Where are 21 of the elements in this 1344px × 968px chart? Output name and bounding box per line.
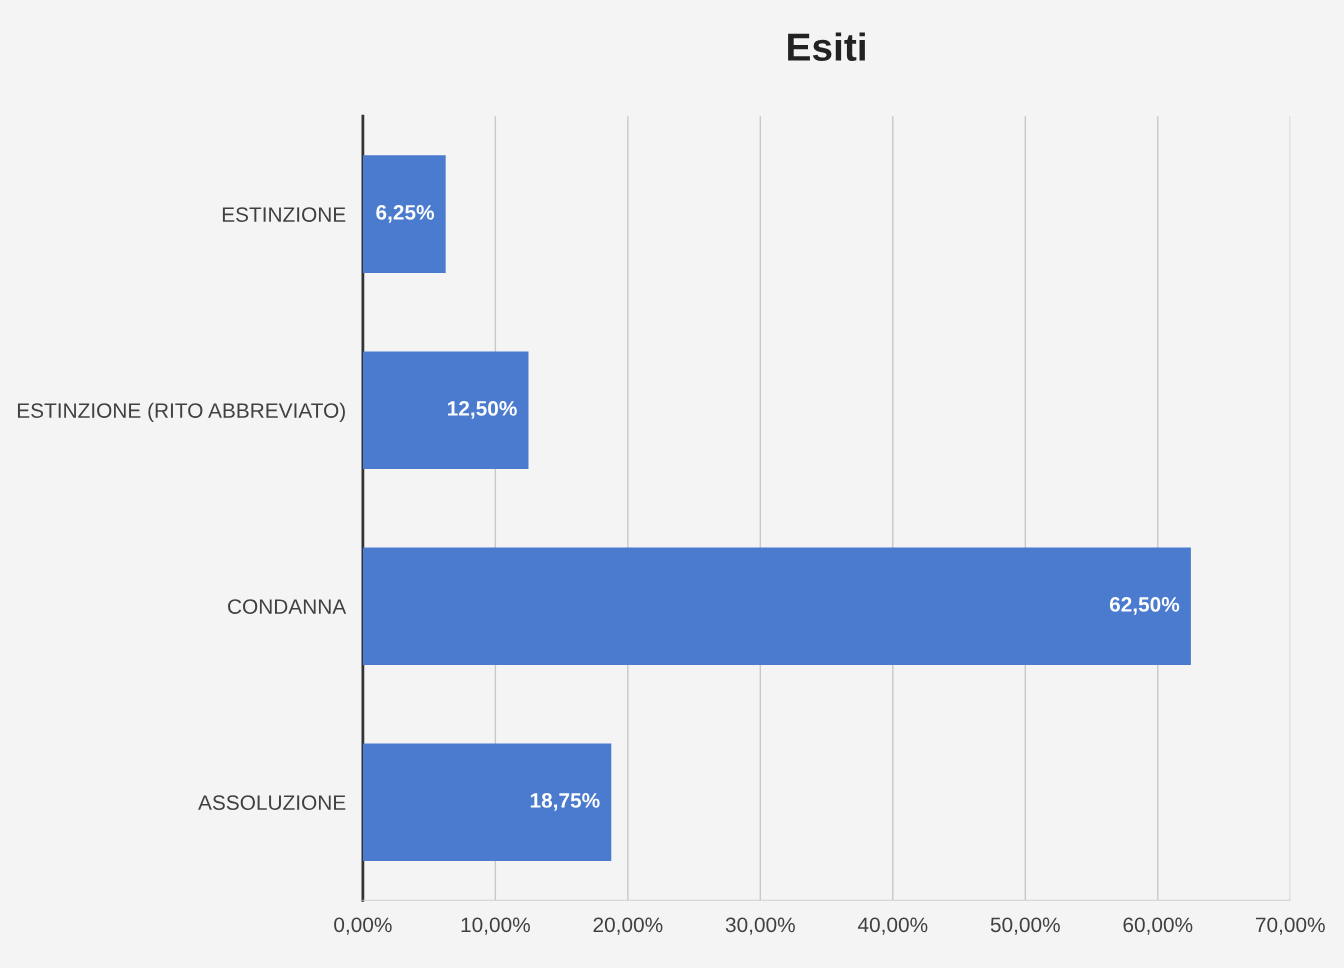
data-label: 6,25% [376, 205, 435, 223]
data-label: 12,50% [448, 401, 517, 419]
x-tick-label: 50,00% [990, 917, 1060, 935]
data-label: 62,50% [1109, 597, 1180, 615]
bar [362, 155, 446, 273]
y-tick-label: ESTINZIONE (RITO ABBREVIATO) [17, 402, 345, 423]
bar [362, 351, 529, 469]
bar [362, 547, 1191, 666]
x-tick-label: 60,00% [1123, 917, 1193, 935]
y-tick-label: CONDANNA [228, 599, 347, 614]
x-tick-label: 10,00% [461, 917, 530, 935]
x-tick-label: 0,00% [334, 917, 392, 935]
x-tick-label: 20,00% [593, 917, 663, 935]
x-tick-label: 70,00% [1255, 917, 1325, 935]
data-label: 18,75% [530, 793, 600, 811]
bar [362, 743, 612, 862]
x-tick-label: 40,00% [857, 917, 928, 935]
chart-title: Esiti [788, 32, 865, 61]
x-tick-label: 30,00% [725, 917, 795, 935]
y-tick-label: ASSOLUZIONE [198, 795, 346, 810]
y-tick-label: ESTINZIONE [222, 207, 346, 222]
